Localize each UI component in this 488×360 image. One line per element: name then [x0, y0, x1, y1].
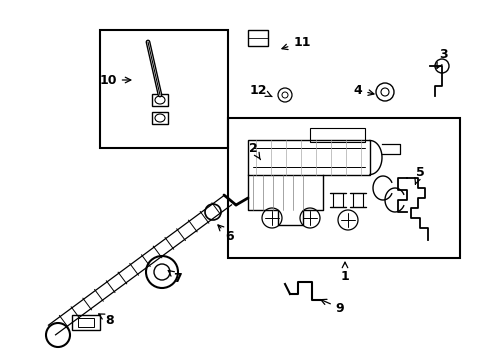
Text: 4: 4 — [353, 84, 373, 96]
Text: 10: 10 — [99, 73, 131, 86]
Bar — [247, 140, 369, 175]
Bar — [100, 30, 227, 148]
Bar — [247, 30, 267, 46]
Text: 11: 11 — [282, 36, 310, 50]
Text: 8: 8 — [99, 314, 114, 327]
Text: 3: 3 — [436, 49, 447, 68]
Text: 7: 7 — [168, 270, 182, 284]
Text: 9: 9 — [320, 299, 344, 315]
Bar — [72, 315, 100, 330]
Text: 6: 6 — [218, 225, 234, 243]
Bar — [309, 128, 364, 142]
Bar — [152, 94, 168, 106]
Text: 5: 5 — [414, 166, 424, 184]
Text: 2: 2 — [248, 141, 260, 159]
Text: 1: 1 — [340, 262, 348, 283]
Bar — [78, 318, 94, 327]
Bar — [227, 118, 459, 258]
Bar — [152, 112, 168, 124]
Text: 12: 12 — [249, 84, 271, 96]
